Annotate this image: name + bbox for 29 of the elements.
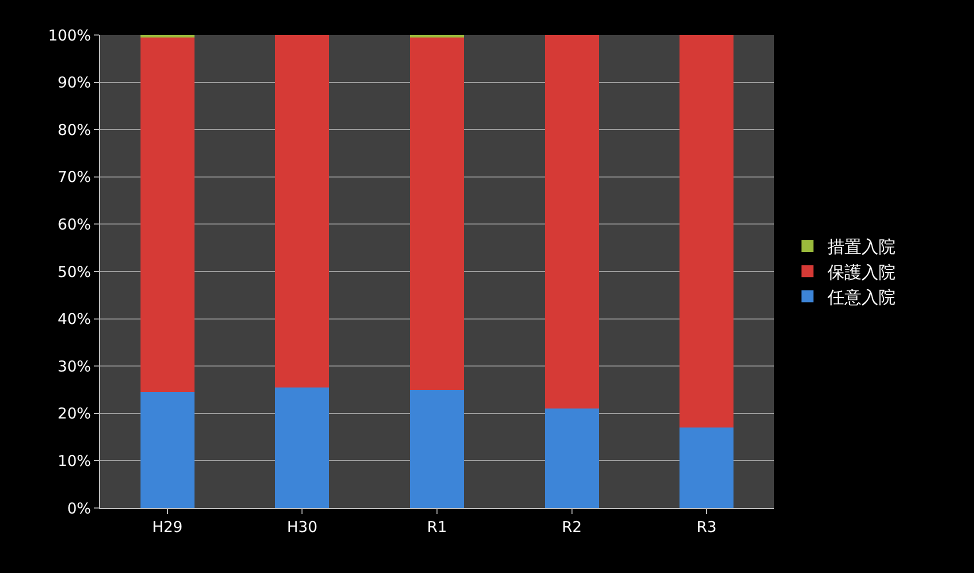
- x-tick-label: H29: [152, 518, 183, 536]
- bar: [275, 35, 330, 388]
- legend-label: 措置入院: [827, 238, 896, 258]
- y-tick-label: 70%: [58, 168, 91, 186]
- x-tick-label: H30: [287, 518, 318, 536]
- y-tick-label: 80%: [58, 120, 91, 139]
- bar: [140, 392, 194, 508]
- bar: [544, 408, 599, 508]
- y-tick-label: 60%: [58, 215, 91, 234]
- x-tick-label: R3: [696, 518, 717, 536]
- bar: [680, 35, 734, 428]
- legend-label: 任意入院: [826, 288, 896, 308]
- x-tick-label: R1: [427, 518, 447, 536]
- y-tick-label: 100%: [48, 26, 91, 44]
- bar: [275, 387, 330, 508]
- legend-label: 保護入院: [827, 262, 896, 283]
- y-tick-label: 50%: [58, 262, 91, 281]
- bar: [410, 390, 464, 508]
- bar: [410, 37, 464, 390]
- bar: [140, 37, 194, 392]
- x-tick-label: R2: [562, 518, 582, 536]
- bar: [544, 35, 599, 409]
- y-tick-label: 20%: [58, 404, 91, 423]
- y-tick-label: 40%: [58, 310, 91, 328]
- y-tick-label: 10%: [58, 452, 91, 470]
- bar: [680, 428, 734, 508]
- y-tick-label: 0%: [67, 499, 91, 518]
- y-tick-label: 90%: [58, 74, 91, 92]
- y-tick-label: 30%: [58, 357, 91, 376]
